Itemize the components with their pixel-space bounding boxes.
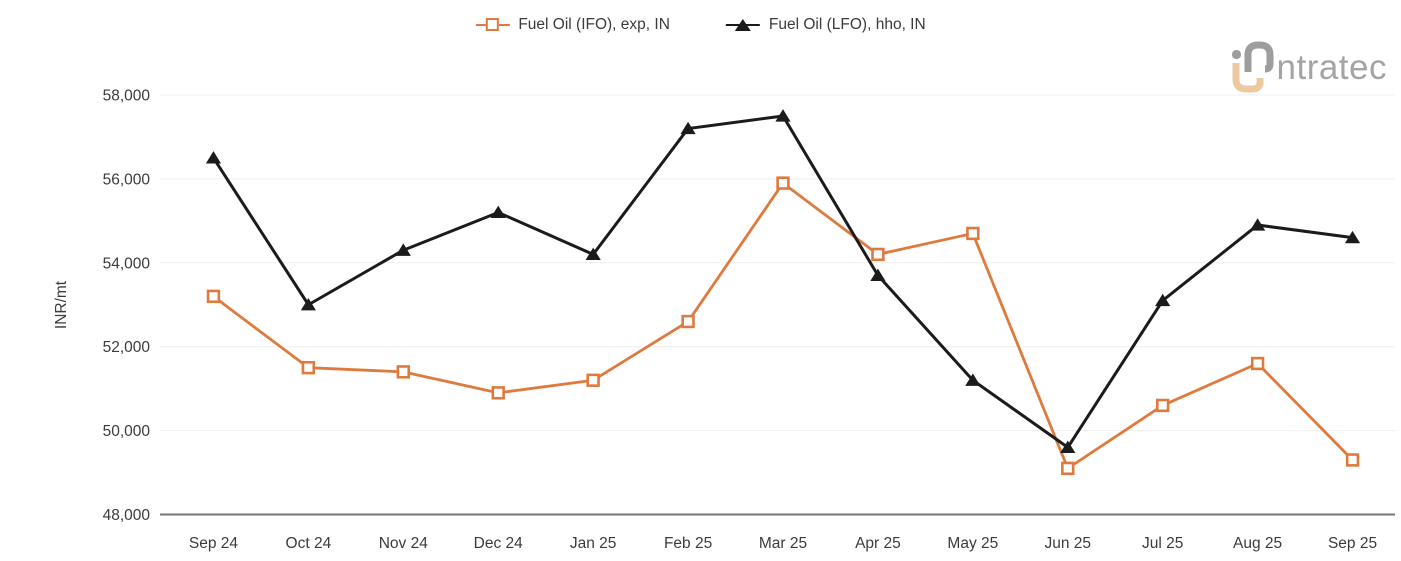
data-point-square — [681, 314, 695, 329]
x-tick-label: Oct 24 — [286, 535, 332, 552]
legend-item-fuel-oil-lfo[interactable]: Fuel Oil (LFO), hho, IN — [725, 16, 926, 34]
data-point-triangle — [585, 247, 601, 261]
data-point-triangle — [680, 121, 696, 135]
data-point-square — [1155, 398, 1170, 413]
legend-label-ifo: Fuel Oil (IFO), exp, IN — [518, 16, 670, 33]
data-point-triangle — [965, 373, 981, 386]
data-point-square — [301, 360, 316, 375]
data-point-square — [1061, 461, 1075, 476]
data-point-triangle — [775, 109, 791, 122]
data-point-triangle — [870, 268, 886, 281]
data-point-square — [776, 176, 790, 190]
y-axis-title: INR/mt — [53, 280, 70, 329]
y-tick-label: 48,000 — [103, 507, 151, 524]
data-point-square — [491, 386, 505, 400]
data-point-triangle — [1060, 440, 1076, 453]
y-tick-label: 50,000 — [103, 423, 151, 440]
y-tick-label: 52,000 — [103, 339, 151, 356]
intratec-logo-text: ntratec — [1276, 48, 1387, 87]
data-point-triangle — [490, 205, 506, 219]
x-tick-label: Jul 25 — [1142, 535, 1183, 552]
data-point-triangle — [395, 243, 411, 256]
data-point-square — [206, 289, 221, 304]
intratec-logo: ntratec — [1224, 38, 1388, 99]
x-tick-label: Feb 25 — [664, 535, 712, 552]
x-tick-label: Dec 24 — [474, 535, 523, 552]
data-point-square — [1345, 453, 1360, 467]
x-tick-label: May 25 — [947, 535, 998, 552]
data-point-square — [396, 365, 411, 379]
x-tick-label: Apr 25 — [855, 535, 901, 552]
square-series-marker-icon — [475, 18, 510, 32]
data-point-triangle — [1155, 293, 1171, 307]
y-tick-label: 58,000 — [103, 88, 151, 105]
data-point-square — [1250, 356, 1265, 371]
triangle-series-marker-icon — [725, 18, 760, 32]
data-point-triangle — [300, 297, 316, 311]
data-point-triangle — [1344, 230, 1361, 244]
y-tick-label: 56,000 — [103, 171, 151, 188]
legend-item-fuel-oil-ifo[interactable]: Fuel Oil (IFO), exp, IN — [475, 16, 670, 34]
series-line-0 — [212, 181, 1354, 470]
x-tick-label: Jun 25 — [1044, 535, 1091, 552]
data-point-triangle — [1250, 218, 1266, 231]
x-tick-label: Aug 25 — [1233, 535, 1282, 552]
intratec-logo-mark-icon — [1224, 38, 1276, 99]
legend-label-lfo: Fuel Oil (LFO), hho, IN — [768, 16, 926, 33]
x-tick-label: Sep 25 — [1328, 535, 1377, 552]
chart-legend: Fuel Oil (IFO), exp, IN Fuel Oil (LFO), … — [475, 16, 926, 34]
x-tick-label: Nov 24 — [379, 535, 428, 552]
data-point-square — [586, 373, 600, 387]
data-point-triangle — [205, 151, 222, 164]
y-tick-label: 54,000 — [103, 255, 151, 272]
data-point-square — [966, 226, 980, 241]
x-tick-label: Jan 25 — [570, 535, 617, 552]
x-tick-label: Mar 25 — [759, 535, 807, 552]
data-point-square — [871, 247, 885, 262]
x-tick-label: Sep 24 — [189, 535, 239, 552]
